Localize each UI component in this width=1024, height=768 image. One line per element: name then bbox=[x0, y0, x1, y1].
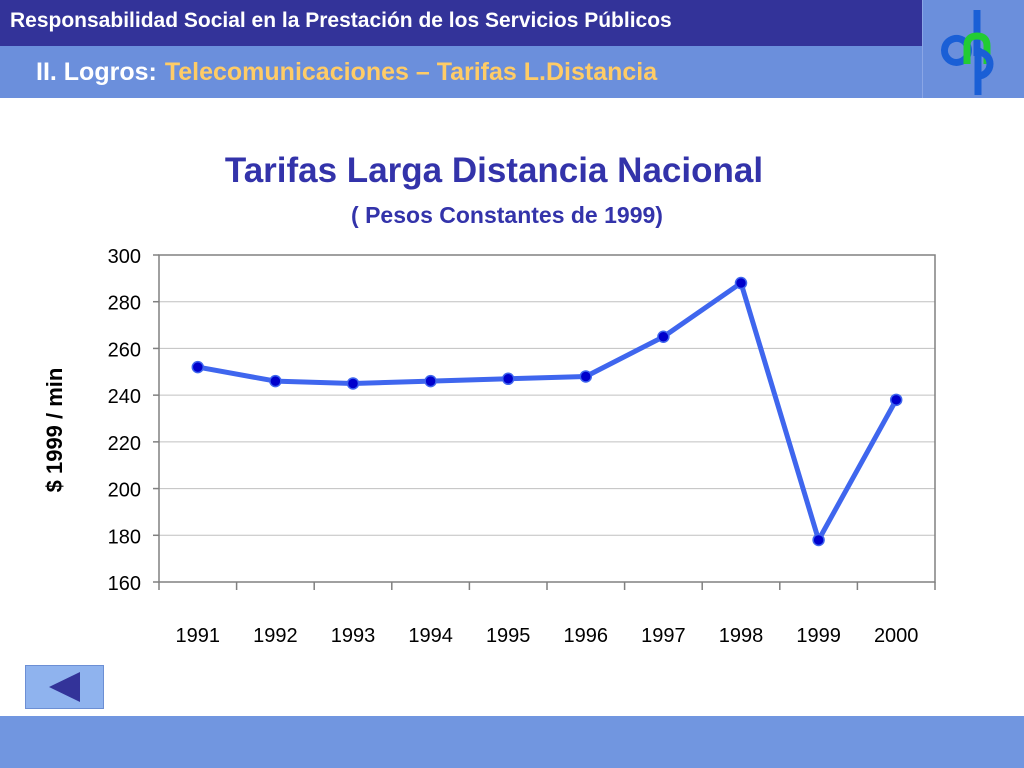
footer-bar bbox=[0, 716, 1024, 768]
series-line bbox=[197, 280, 899, 543]
x-tick-labels: 1991 1992 1993 1994 1995 1996 1997 1998 1999 2000 bbox=[158, 582, 936, 647]
x-tick-label: 1999 bbox=[796, 625, 841, 647]
logo-letter-n bbox=[963, 32, 991, 64]
chart-title: Tarifas Larga Distancia Nacional bbox=[225, 151, 763, 190]
x-tick-label: 1992 bbox=[253, 625, 298, 647]
data-point bbox=[657, 330, 670, 343]
gridlines bbox=[159, 301, 935, 536]
y-tick-label: 220 bbox=[108, 433, 141, 455]
data-point bbox=[579, 370, 593, 383]
data-point bbox=[501, 372, 515, 386]
dnp-logo-icon bbox=[940, 10, 994, 95]
section-topic: Telecomunicaciones – Tarifas L.Distancia bbox=[164, 58, 658, 86]
section-label: II. Logros: bbox=[36, 58, 157, 86]
x-tick-label: 2000 bbox=[874, 625, 919, 647]
y-tick-label: 280 bbox=[108, 293, 141, 315]
y-axis-label: $ 1999 / min bbox=[42, 368, 67, 493]
y-tick-label: 200 bbox=[108, 480, 141, 502]
x-tick-label: 1998 bbox=[719, 625, 764, 647]
data-point bbox=[191, 360, 205, 374]
x-tick-label: 1991 bbox=[176, 625, 221, 647]
data-point bbox=[424, 374, 437, 388]
data-point bbox=[269, 374, 282, 388]
back-button[interactable] bbox=[25, 665, 104, 709]
y-tick-label: 240 bbox=[108, 386, 141, 408]
x-tick-label: 1994 bbox=[408, 625, 453, 647]
y-tick-label: 180 bbox=[108, 526, 141, 548]
section-heading: II. Logros: Telecomunicaciones – Tarifas … bbox=[36, 58, 657, 87]
data-point bbox=[812, 533, 825, 547]
x-tick-label: 1995 bbox=[486, 625, 531, 647]
section-bar bbox=[0, 46, 922, 98]
back-arrow-shape bbox=[49, 672, 80, 702]
chart-subtitle: ( Pesos Constantes de 1999) bbox=[351, 202, 663, 228]
logo-letter-p-bowl bbox=[977, 48, 994, 80]
y-tick-label: 300 bbox=[108, 246, 141, 268]
data-point bbox=[346, 377, 360, 390]
y-tick-label: 160 bbox=[108, 573, 141, 595]
x-tick-label: 1996 bbox=[564, 625, 609, 647]
y-tick-label: 260 bbox=[108, 339, 141, 361]
data-point bbox=[734, 276, 748, 290]
y-tick-labels: 160 180 200 220 240 260 280 300 bbox=[108, 246, 159, 595]
presentation-title: Responsabilidad Social en la Prestación … bbox=[10, 9, 672, 32]
x-tick-label: 1993 bbox=[331, 625, 376, 647]
x-tick-label: 1997 bbox=[641, 625, 686, 647]
logo-area bbox=[922, 0, 1024, 98]
header-bar: Responsabilidad Social en la Prestación … bbox=[0, 0, 922, 46]
data-markers bbox=[191, 276, 903, 547]
triangle-left-icon bbox=[49, 672, 80, 702]
data-point bbox=[889, 393, 903, 407]
